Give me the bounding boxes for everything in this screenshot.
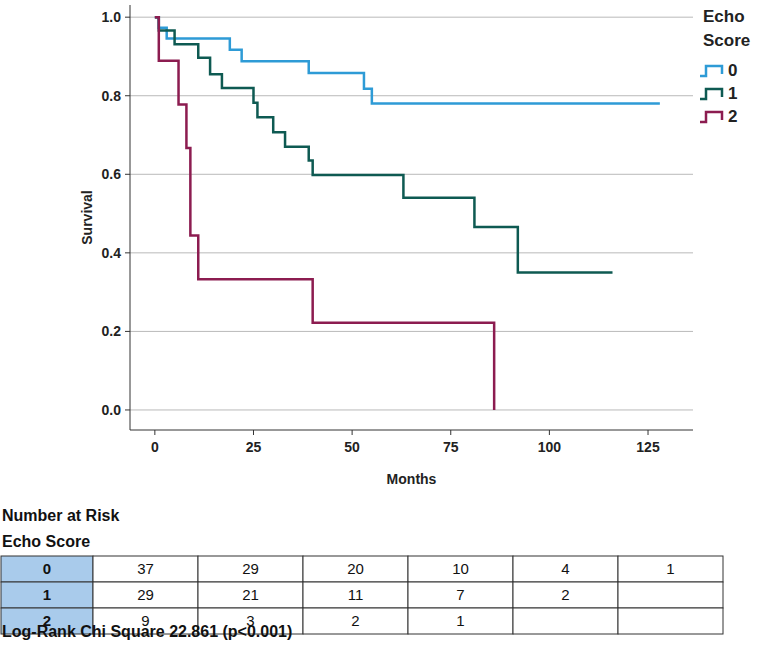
legend-title: Score	[703, 31, 750, 50]
risk-table-value: 2	[351, 612, 359, 629]
y-axis-label: Survival	[79, 190, 95, 244]
risk-table-cell	[513, 608, 618, 634]
x-tick-label: 50	[344, 439, 360, 455]
y-tick-label: 0.8	[102, 88, 122, 104]
grid-line	[130, 174, 693, 175]
page: {"chart_data": { "type": "step", "x_labe…	[0, 0, 760, 645]
risk-table-title: Number at Risk	[2, 507, 119, 524]
grid-line	[130, 409, 693, 410]
risk-table-value: 21	[242, 586, 259, 603]
risk-table-cell	[93, 556, 198, 582]
x-tick-label: 125	[636, 439, 660, 455]
risk-table-cell	[513, 582, 618, 608]
risk-table-value: 37	[137, 560, 154, 577]
survival-curve	[155, 17, 660, 103]
legend-swatch	[700, 89, 722, 99]
legend-label: 0	[728, 61, 737, 80]
y-tick	[125, 95, 130, 96]
legend-swatch	[700, 112, 722, 122]
risk-table-row-label: 1	[43, 586, 51, 603]
legend-title: Echo	[703, 7, 745, 26]
grid-line	[130, 331, 693, 332]
grid-line	[130, 17, 693, 18]
risk-table-value: 20	[347, 560, 364, 577]
y-axis	[130, 5, 131, 430]
x-tick	[450, 430, 451, 435]
x-tick	[253, 430, 254, 435]
risk-table-cell	[408, 608, 513, 634]
x-tick	[352, 430, 353, 435]
risk-table-cell	[93, 582, 198, 608]
legend-swatch	[700, 66, 722, 76]
x-axis	[130, 430, 693, 431]
y-tick-label: 1.0	[102, 9, 122, 25]
risk-table-label-cell	[1, 582, 93, 608]
risk-table-value: 11	[348, 586, 364, 603]
risk-table-cell	[303, 556, 408, 582]
y-tick-label: 0.0	[102, 402, 122, 418]
footer-note: Log-Rank Chi Square 22.861 (p<0.001)	[2, 623, 292, 640]
risk-table-value: 1	[456, 612, 464, 629]
risk-table-cell	[198, 582, 303, 608]
risk-table-label-cell	[1, 556, 93, 582]
risk-table-cell	[303, 608, 408, 634]
risk-table-cell	[618, 556, 723, 582]
y-tick	[125, 17, 130, 18]
x-axis-label: Months	[387, 471, 437, 487]
survival-curve	[155, 17, 494, 410]
plot-area	[155, 17, 660, 410]
survival-curve	[155, 17, 613, 272]
risk-table-cell	[618, 582, 723, 608]
y-tick	[125, 174, 130, 175]
x-tick	[648, 430, 649, 435]
risk-table-value: 29	[137, 586, 154, 603]
risk-table-cell	[408, 556, 513, 582]
risk-table-value: 7	[456, 586, 464, 603]
grid-line	[130, 95, 693, 96]
x-tick-label: 25	[246, 439, 262, 455]
x-tick-label: 100	[538, 439, 562, 455]
x-tick	[549, 430, 550, 435]
y-tick	[125, 331, 130, 332]
y-tick	[125, 409, 130, 410]
risk-table-cell	[303, 582, 408, 608]
y-tick	[125, 252, 130, 253]
risk-table-cell	[408, 582, 513, 608]
risk-table-row-label: 0	[43, 560, 51, 577]
risk-table-cell	[513, 556, 618, 582]
x-tick-label: 0	[151, 439, 159, 455]
risk-table-cell	[198, 556, 303, 582]
risk-table-value: 10	[452, 560, 469, 577]
x-tick	[154, 430, 155, 435]
chart: 0.00.20.40.60.81.00255075100125SurvivalM…	[0, 0, 760, 645]
legend-label: 2	[728, 107, 737, 126]
risk-table-value: 2	[561, 586, 569, 603]
x-tick-label: 75	[443, 439, 459, 455]
y-tick-label: 0.2	[102, 323, 122, 339]
risk-table-cell	[618, 608, 723, 634]
risk-table-value: 4	[561, 560, 569, 577]
risk-table-value: 1	[666, 560, 674, 577]
grid-line	[130, 252, 693, 253]
legend-label: 1	[728, 84, 737, 103]
y-tick-label: 0.4	[102, 245, 122, 261]
y-tick-label: 0.6	[102, 166, 122, 182]
risk-table-header: Echo Score	[2, 533, 90, 550]
risk-table-value: 29	[242, 560, 259, 577]
